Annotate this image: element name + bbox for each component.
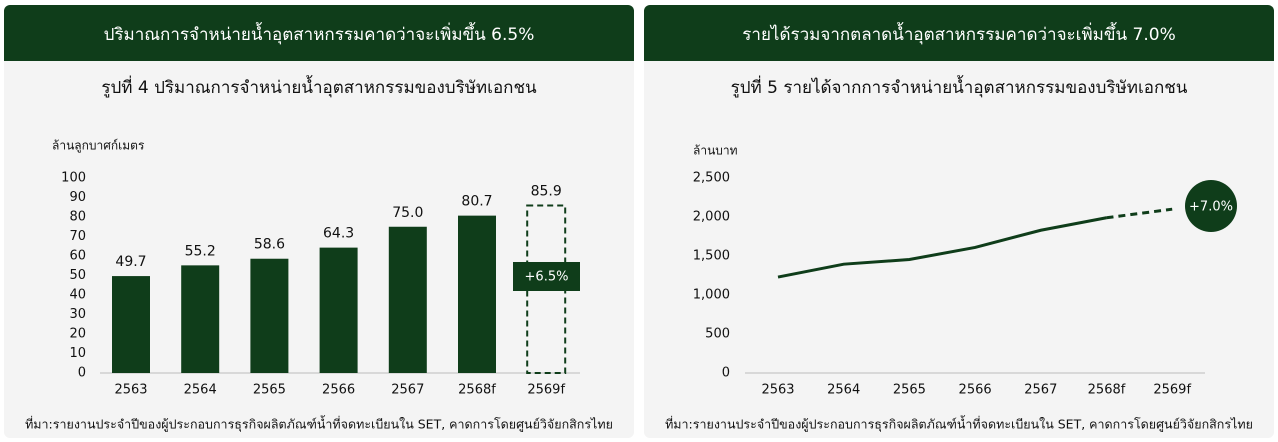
panel-header: [644, 5, 1274, 61]
y-tick-label: 10: [69, 346, 86, 361]
y-tick-label: 0: [78, 366, 86, 381]
chart-title: รูปที่ 4 ปริมาณการจำหน่ายน้ำอุตสาหกรรมขอ…: [101, 75, 537, 98]
y-tick-label: 1,000: [693, 288, 730, 303]
value-label: 49.7: [115, 254, 146, 270]
y-tick-label: 1,500: [693, 249, 730, 264]
value-label: 80.7: [461, 194, 492, 210]
source: ที่มา:รายงานประจำปีของผู้ประกอบการธุรกิจ…: [665, 415, 1253, 433]
bar: [458, 215, 496, 373]
panel-header-text: ปริมาณการจำหน่ายน้ำอุตสาหกรรมคาดว่าจะเพิ…: [104, 22, 535, 45]
y-tick-label: 70: [69, 229, 86, 244]
x-tick-label: 2567: [391, 383, 424, 398]
x-tick-label: 2569f: [1153, 383, 1191, 398]
annotation: +6.5%: [513, 262, 580, 291]
annotation-text: +7.0%: [1189, 200, 1233, 215]
y-tick-label: 90: [69, 190, 86, 205]
y-tick-label: 100: [61, 171, 86, 186]
y-tick-label: 0: [722, 366, 730, 381]
bar: [112, 276, 150, 373]
x-tick-label: 2565: [893, 383, 926, 398]
x-tick-label: 2563: [114, 383, 147, 398]
x-tick-label: 2566: [959, 383, 992, 398]
panel-header-text: รายได้รวมจากตลาดน้ำอุตสาหกรรมคาดว่าจะเพิ…: [742, 22, 1175, 45]
y-tick-label: 60: [69, 249, 86, 264]
x-tick-label: 2567: [1024, 383, 1057, 398]
value-label: 55.2: [185, 243, 216, 259]
annotation-box: [513, 262, 580, 291]
y-tick-label: 500: [705, 327, 730, 342]
bar: [181, 265, 220, 373]
x-tick-label: 2569f: [527, 383, 565, 398]
x-tick-label: 2568f: [1088, 383, 1126, 398]
value-label: 58.6: [254, 237, 285, 253]
x-tick-label: 2566: [322, 383, 355, 398]
value-label: 75.0: [392, 205, 423, 221]
x-tick-label: 2563: [761, 383, 794, 398]
line: [777, 216, 1107, 279]
x-tick-label: 2568f: [458, 383, 496, 398]
y-tick-label: 40: [69, 288, 86, 303]
y-tick-label: 20: [69, 327, 86, 342]
panel-header: [4, 5, 634, 61]
y-tick-label: 80: [69, 210, 86, 225]
y-axis-label: ล้านลูกบาศก์เมตร: [52, 139, 145, 154]
bar: [250, 258, 289, 373]
y-axis-label: ล้านบาท: [693, 144, 738, 158]
y-tick-label: 2,500: [693, 171, 730, 186]
annotation-circle: [1185, 180, 1237, 232]
value-label: 64.3: [323, 226, 354, 242]
x-tick-label: 2564: [827, 383, 860, 398]
bar: [319, 247, 358, 373]
y-tick-label: 2,000: [693, 210, 730, 225]
source: ที่มา:รายงานประจำปีของผู้ประกอบการธุรกิจ…: [25, 415, 613, 433]
y-tick-label: 30: [69, 307, 86, 322]
x-tick-label: 2564: [184, 383, 217, 398]
value-label: 85.9: [531, 183, 562, 199]
annotation-text: +6.5%: [525, 270, 569, 285]
y-tick-label: 50: [69, 268, 86, 283]
panel: [644, 5, 1274, 438]
x-tick-label: 2565: [253, 383, 286, 398]
bar: [388, 226, 427, 373]
chart-title: รูปที่ 5 รายได้จากการจำหน่ายน้ำอุตสาหกรร…: [731, 75, 1188, 98]
